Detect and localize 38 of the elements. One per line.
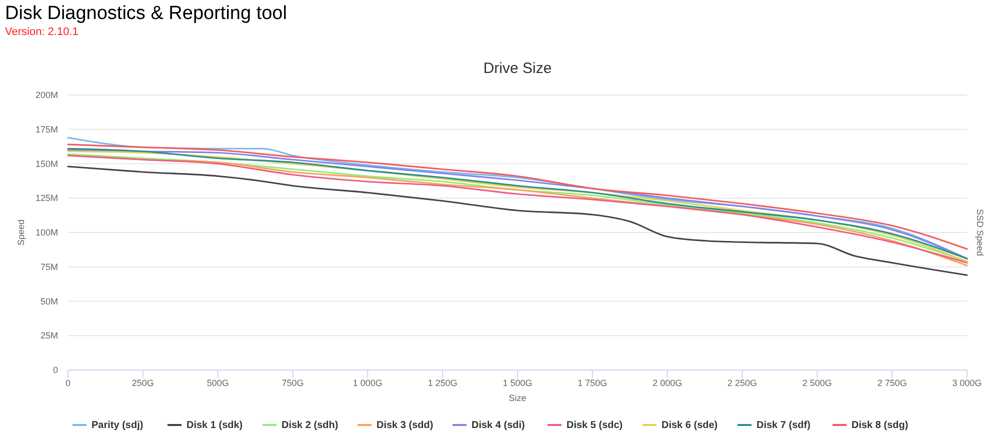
y-tick-label: 175M [35, 124, 58, 134]
y-tick-label: 25M [40, 330, 58, 341]
x-tick-label: 1 750G [578, 378, 608, 388]
x-tick-label: 2 500G [802, 378, 832, 388]
legend-label: Disk 5 (sdc) [566, 420, 623, 431]
x-tick-label: 1 000G [352, 378, 382, 388]
x-tick-label: 1 250G [428, 378, 458, 388]
x-tick-label: 3 000G [952, 378, 982, 388]
legend-label: Disk 4 (sdi) [472, 420, 525, 431]
x-tick-label: 2 750G [877, 378, 907, 388]
x-tick-label: 2 250G [727, 378, 758, 388]
line-series [67, 166, 968, 276]
legend-label: Disk 8 (sdg) [852, 420, 908, 431]
y-tick-label: 0 [52, 365, 58, 375]
legend-label: Disk 3 (sdd) [376, 420, 434, 431]
y-tick-label: 100M [35, 228, 58, 238]
y-tick-label: 150M [35, 158, 58, 169]
legend-label: Disk 1 (sdk) [186, 420, 243, 431]
y-tick-label: 75M [40, 262, 58, 272]
x-tick-label: 500G [206, 378, 229, 388]
y2-axis-title: SSD Speed [975, 208, 985, 256]
text: Disk Diagnostics & Reporting tool [5, 3, 287, 24]
legend-label: Disk 7 (sdf) [756, 420, 810, 431]
chart-title: Drive Size [483, 60, 552, 77]
x-tick-label: 2 000G [652, 378, 682, 388]
y-tick-label: 125M [35, 193, 58, 204]
legend-label: Disk 2 (sdh) [282, 420, 338, 431]
y-axis-title: Speed [16, 219, 26, 246]
legend-label: Parity (sdj) [92, 420, 144, 431]
x-tick-label: 1 500G [502, 378, 532, 388]
y-tick-label: 200M [35, 90, 58, 100]
text: Version: 2.10.1 [5, 26, 78, 38]
x-tick-label: 0 [65, 378, 71, 388]
x-tick-label: 250G [132, 378, 154, 388]
y-tick-label: 50M [40, 296, 58, 306]
x-tick-label: 750G [282, 378, 304, 388]
legend-label: Disk 6 (sde) [662, 420, 718, 431]
x-axis-title: Size [508, 393, 526, 403]
